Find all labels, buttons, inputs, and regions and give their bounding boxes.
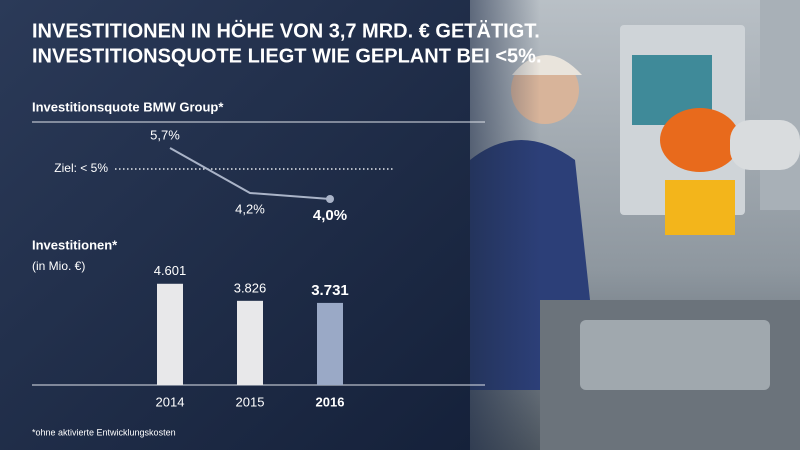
value-label: 3.826 <box>234 280 267 295</box>
value-label: 4,0% <box>313 207 347 224</box>
headline: INVESTITIONEN IN HÖHE VON 3,7 MRD. € GET… <box>32 19 540 42</box>
bar <box>237 300 263 385</box>
value-label: 4.601 <box>154 263 187 278</box>
bar <box>317 302 343 385</box>
chart-title: Investitionen* <box>32 237 118 252</box>
line-end-dot <box>326 195 334 203</box>
footnote: *ohne aktivierte Entwicklungskosten <box>32 427 176 437</box>
value-label: 4,2% <box>235 201 265 216</box>
reference-label: Ziel: < 5% <box>54 161 108 175</box>
photo <box>420 0 800 450</box>
chart-title: Investitionsquote BMW Group* <box>32 99 224 114</box>
x-tick-label: 2015 <box>236 394 265 409</box>
line <box>169 147 331 200</box>
value-label: 3.731 <box>311 282 349 299</box>
chart-subtitle: (in Mio. €) <box>32 259 85 273</box>
x-tick-label: 2014 <box>156 394 185 409</box>
value-label: 5,7% <box>150 127 180 142</box>
bar <box>157 283 183 385</box>
headline: INVESTITIONSQUOTE LIEGT WIE GEPLANT BEI … <box>32 45 542 67</box>
panel <box>0 0 470 450</box>
x-tick-label: 2016 <box>316 394 345 409</box>
